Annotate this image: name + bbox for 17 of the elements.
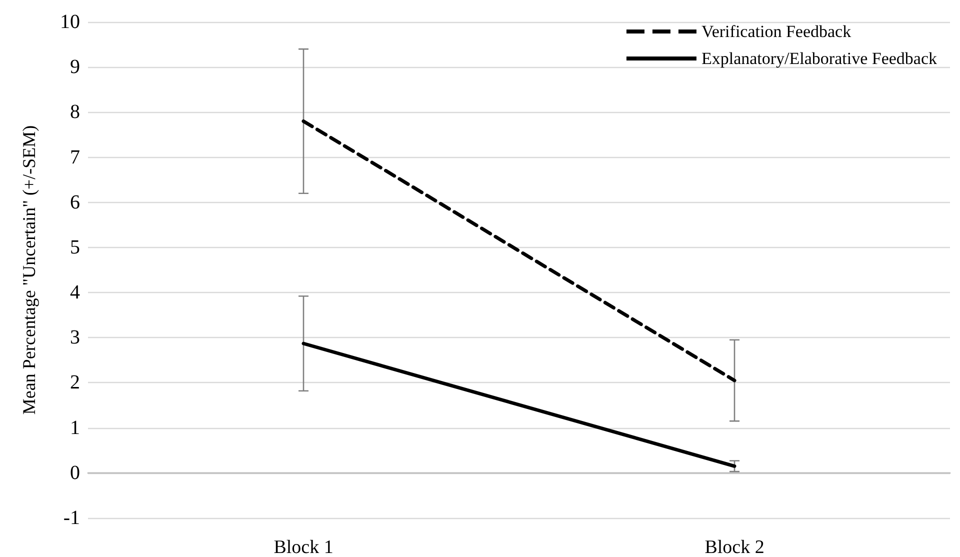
y-tick-label: 5 [70, 236, 80, 258]
legend-label: Explanatory/Elaborative Feedback [701, 49, 938, 68]
y-tick-label: 6 [70, 191, 80, 214]
y-tick-label: 7 [70, 146, 80, 168]
x-tick-label: Block 2 [704, 537, 764, 557]
y-tick-label: -1 [63, 507, 80, 529]
y-tick-label: 3 [70, 326, 80, 349]
y-tick-label: 9 [70, 56, 80, 78]
y-tick-label: 2 [70, 372, 80, 394]
y-tick-label: 1 [70, 416, 80, 439]
legend-label: Verification Feedback [701, 22, 852, 41]
y-tick-label: 8 [70, 101, 80, 124]
y-axis-title: Mean Percentage "Uncertain" (+/-SEM) [19, 125, 39, 415]
y-tick-label: 0 [70, 462, 80, 484]
y-tick-label: 4 [70, 282, 80, 304]
x-tick-label: Block 1 [274, 537, 334, 557]
y-tick-label: 10 [60, 11, 80, 33]
